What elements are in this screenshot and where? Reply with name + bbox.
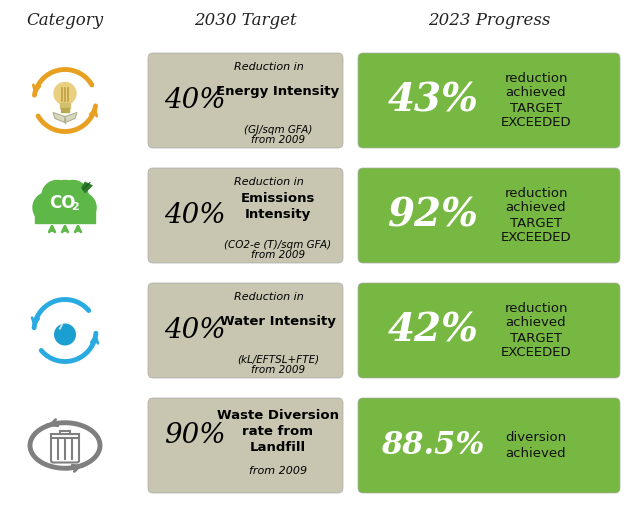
Polygon shape	[81, 181, 93, 193]
Text: 92%: 92%	[387, 197, 479, 235]
FancyBboxPatch shape	[148, 53, 343, 148]
Circle shape	[42, 180, 72, 211]
Text: TARGET: TARGET	[510, 102, 562, 115]
Text: 2023 Progress: 2023 Progress	[428, 12, 550, 29]
Text: Waste Diversion
rate from
Landfill: Waste Diversion rate from Landfill	[217, 409, 339, 454]
Text: Reduction in: Reduction in	[234, 292, 304, 302]
Text: EXCEEDED: EXCEEDED	[501, 346, 571, 359]
Text: (GJ/sqm GFA): (GJ/sqm GFA)	[244, 125, 312, 135]
FancyBboxPatch shape	[358, 283, 620, 378]
Text: 42%: 42%	[387, 311, 479, 349]
Text: Emissions
Intensity: Emissions Intensity	[241, 192, 315, 221]
Text: 2: 2	[71, 201, 79, 212]
Text: EXCEEDED: EXCEEDED	[501, 231, 571, 244]
Text: CO: CO	[49, 193, 75, 212]
Bar	[61, 108, 69, 111]
Text: reduction: reduction	[504, 302, 568, 315]
Circle shape	[54, 83, 76, 105]
Polygon shape	[65, 112, 77, 123]
Circle shape	[66, 192, 96, 223]
Text: diversion: diversion	[505, 431, 567, 444]
Bar	[60, 431, 70, 434]
FancyBboxPatch shape	[148, 283, 343, 378]
Text: from 2009: from 2009	[251, 135, 305, 145]
Text: 2030 Target: 2030 Target	[194, 12, 297, 29]
Text: (kL/EFTSL+FTE): (kL/EFTSL+FTE)	[237, 355, 319, 365]
FancyBboxPatch shape	[51, 436, 79, 462]
Text: EXCEEDED: EXCEEDED	[501, 116, 571, 129]
Polygon shape	[54, 317, 76, 345]
Text: reduction: reduction	[504, 72, 568, 85]
Circle shape	[45, 180, 85, 220]
Text: Reduction in: Reduction in	[234, 62, 304, 72]
Text: TARGET: TARGET	[510, 217, 562, 230]
Text: Category: Category	[27, 12, 103, 29]
Text: Reduction in: Reduction in	[234, 177, 304, 187]
Text: achieved: achieved	[506, 316, 566, 329]
Text: reduction: reduction	[504, 187, 568, 200]
Text: 90%: 90%	[164, 422, 226, 449]
Text: achieved: achieved	[506, 201, 566, 214]
Circle shape	[58, 180, 88, 211]
Text: from 2009: from 2009	[251, 250, 305, 260]
Text: Water Intensity: Water Intensity	[220, 315, 336, 328]
Text: 40%: 40%	[164, 87, 226, 114]
Text: Energy Intensity: Energy Intensity	[216, 85, 340, 98]
Text: (CO2-e (T)/sqm GFA): (CO2-e (T)/sqm GFA)	[224, 240, 332, 250]
Text: achieved: achieved	[506, 86, 566, 99]
Text: 40%: 40%	[164, 202, 226, 229]
Bar	[51, 434, 79, 437]
Polygon shape	[53, 112, 65, 123]
Bar	[60, 102, 70, 108]
Text: from 2009: from 2009	[249, 466, 307, 476]
Circle shape	[33, 192, 63, 223]
Text: 40%: 40%	[164, 317, 226, 344]
FancyBboxPatch shape	[358, 398, 620, 493]
Text: achieved: achieved	[506, 447, 566, 460]
Text: 88.5%: 88.5%	[381, 430, 484, 461]
Text: TARGET: TARGET	[510, 332, 562, 345]
Text: from 2009: from 2009	[251, 365, 305, 375]
FancyBboxPatch shape	[148, 398, 343, 493]
FancyBboxPatch shape	[358, 53, 620, 148]
FancyBboxPatch shape	[148, 168, 343, 263]
Bar	[35, 204, 95, 223]
FancyBboxPatch shape	[358, 168, 620, 263]
Text: 43%: 43%	[387, 82, 479, 120]
